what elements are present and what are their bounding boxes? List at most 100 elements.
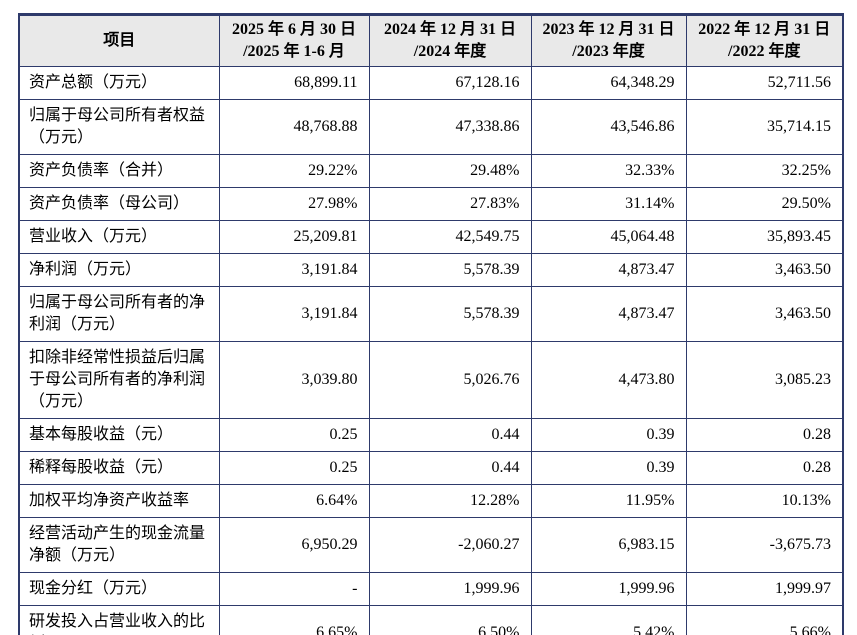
value-cell: 0.25 [218, 451, 370, 485]
value-cell: 68,899.11 [218, 66, 370, 100]
header-cell-period-0: 2025 年 6 月 30 日/2025 年 1-6 月 [218, 14, 370, 67]
value-cell: 0.28 [685, 418, 844, 452]
value-cell: 27.83% [368, 187, 532, 221]
value-cell: - [218, 572, 370, 606]
table-row: 经营活动产生的现金流量净额（万元） 6,950.29 -2,060.27 6,983.… [18, 517, 844, 573]
value-cell: 1,999.97 [685, 572, 844, 606]
value-cell: 1,999.96 [368, 572, 532, 606]
header-period-line1: 2023 年 12 月 31 日 [542, 21, 675, 38]
header-period-line2: /2022 年度 [728, 43, 801, 60]
value-cell: 31.14% [530, 187, 687, 221]
row-label: 现金分红（万元） [18, 572, 220, 606]
value-cell: 10.13% [685, 484, 844, 518]
row-label: 资产负债率（合并） [18, 154, 220, 188]
table-row: 基本每股收益（元） 0.25 0.44 0.39 0.28 [18, 418, 844, 452]
row-label: 基本每股收益（元） [18, 418, 220, 452]
value-cell: -3,675.73 [685, 517, 844, 573]
value-cell: 0.44 [368, 451, 532, 485]
value-cell: 0.39 [530, 418, 687, 452]
value-cell: 64,348.29 [530, 66, 687, 100]
row-label: 归属于母公司所有者权益（万元） [18, 99, 220, 155]
value-cell: 48,768.88 [218, 99, 370, 155]
value-cell: -2,060.27 [368, 517, 532, 573]
value-cell: 1,999.96 [530, 572, 687, 606]
header-period-line1: 2024 年 12 月 31 日 [383, 21, 516, 38]
table-body: 资产总额（万元） 68,899.11 67,128.16 64,348.29 52,71… [18, 66, 844, 635]
row-label: 净利润（万元） [18, 253, 220, 287]
row-label: 稀释每股收益（元） [18, 451, 220, 485]
table-row: 归属于母公司所有者的净利润（万元） 3,191.84 5,578.39 4,873.4… [18, 286, 844, 342]
value-cell: 11.95% [530, 484, 687, 518]
header-cell-item: 项目 [18, 14, 220, 67]
value-cell: 42,549.75 [368, 220, 532, 254]
value-cell: 35,893.45 [685, 220, 844, 254]
row-label: 资产总额（万元） [18, 66, 220, 100]
row-label: 扣除非经常性损益后归属于母公司所有者的净利润（万元） [18, 341, 220, 419]
table-row: 归属于母公司所有者权益（万元） 48,768.88 47,338.86 43,546.… [18, 99, 844, 155]
value-cell: 3,191.84 [218, 253, 370, 287]
row-label: 加权平均净资产收益率 [18, 484, 220, 518]
row-label: 归属于母公司所有者的净利润（万元） [18, 286, 220, 342]
value-cell: 25,209.81 [218, 220, 370, 254]
value-cell: 27.98% [218, 187, 370, 221]
row-label: 经营活动产生的现金流量净额（万元） [18, 517, 220, 573]
header-cell-period-2: 2023 年 12 月 31 日/2023 年度 [530, 14, 687, 67]
value-cell: 0.28 [685, 451, 844, 485]
value-cell: 32.33% [530, 154, 687, 188]
value-cell: 47,338.86 [368, 99, 532, 155]
value-cell: 35,714.15 [685, 99, 844, 155]
table-row: 资产负债率（合并） 29.22% 29.48% 32.33% 32.25% [18, 154, 844, 188]
header-period-line1: 2022 年 12 月 31 日 [698, 21, 831, 38]
table-row: 研发投入占营业收入的比例6.65%6.50%5.42%5.66% [18, 605, 844, 635]
value-cell: 12.28% [368, 484, 532, 518]
row-label: 研发投入占营业收入的比例 [18, 605, 220, 635]
value-cell: 43,546.86 [530, 99, 687, 155]
value-cell: 32.25% [685, 154, 844, 188]
value-cell: 29.22% [218, 154, 370, 188]
value-cell: 5.42% [530, 605, 687, 635]
row-label: 营业收入（万元） [18, 220, 220, 254]
table-row: 资产负债率（母公司） 27.98% 27.83% 31.14% 29.50% [18, 187, 844, 221]
value-cell: 6.65% [218, 605, 370, 635]
table-row: 扣除非经常性损益后归属于母公司所有者的净利润（万元） 3,039.80 5,026.… [18, 341, 844, 419]
table-row: 加权平均净资产收益率 6.64% 12.28% 11.95% 10.13% [18, 484, 844, 518]
header-cell-period-1: 2024 年 12 月 31 日/2024 年度 [368, 14, 532, 67]
header-period-line2: /2025 年 1-6 月 [243, 43, 345, 60]
value-cell: 3,085.23 [685, 341, 844, 419]
value-cell: 3,191.84 [218, 286, 370, 342]
value-cell: 6.64% [218, 484, 370, 518]
value-cell: 3,039.80 [218, 341, 370, 419]
value-cell: 4,473.80 [530, 341, 687, 419]
value-cell: 29.48% [368, 154, 532, 188]
value-cell: 67,128.16 [368, 66, 532, 100]
value-cell: 6,983.15 [530, 517, 687, 573]
table-row: 营业收入（万元） 25,209.81 42,549.75 45,064.48 35,89… [18, 220, 844, 254]
value-cell: 5,578.39 [368, 253, 532, 287]
value-cell: 3,463.50 [685, 253, 844, 287]
value-cell: 4,873.47 [530, 253, 687, 287]
value-cell: 0.44 [368, 418, 532, 452]
value-cell: 0.25 [218, 418, 370, 452]
table-row: 资产总额（万元） 68,899.11 67,128.16 64,348.29 52,71… [18, 66, 844, 100]
header-period-line1: 2025 年 6 月 30 日 [231, 21, 356, 38]
value-cell: 52,711.56 [685, 66, 844, 100]
table-row: 稀释每股收益（元） 0.25 0.44 0.39 0.28 [18, 451, 844, 485]
header-period-line2: /2023 年度 [572, 43, 645, 60]
value-cell: 6,950.29 [218, 517, 370, 573]
header-cell-period-3: 2022 年 12 月 31 日/2022 年度 [685, 14, 844, 67]
value-cell: 45,064.48 [530, 220, 687, 254]
table-header-row: 项目 2025 年 6 月 30 日/2025 年 1-6 月 2024 年 12… [18, 14, 844, 67]
value-cell: 0.39 [530, 451, 687, 485]
value-cell: 4,873.47 [530, 286, 687, 342]
table-row: 净利润（万元） 3,191.84 5,578.39 4,873.47 3,463.50 [18, 253, 844, 287]
table-row: 现金分红（万元） -1,999.96 1,999.96 1,999.97 [18, 572, 844, 606]
header-period-line2: /2024 年度 [413, 43, 487, 60]
value-cell: 3,463.50 [685, 286, 844, 342]
value-cell: 29.50% [685, 187, 844, 221]
value-cell: 6.50% [368, 605, 532, 635]
row-label: 资产负债率（母公司） [18, 187, 220, 221]
value-cell: 5.66% [685, 605, 844, 635]
financial-summary-table: 项目 2025 年 6 月 30 日/2025 年 1-6 月 2024 年 12… [18, 13, 844, 635]
value-cell: 5,026.76 [368, 341, 532, 419]
